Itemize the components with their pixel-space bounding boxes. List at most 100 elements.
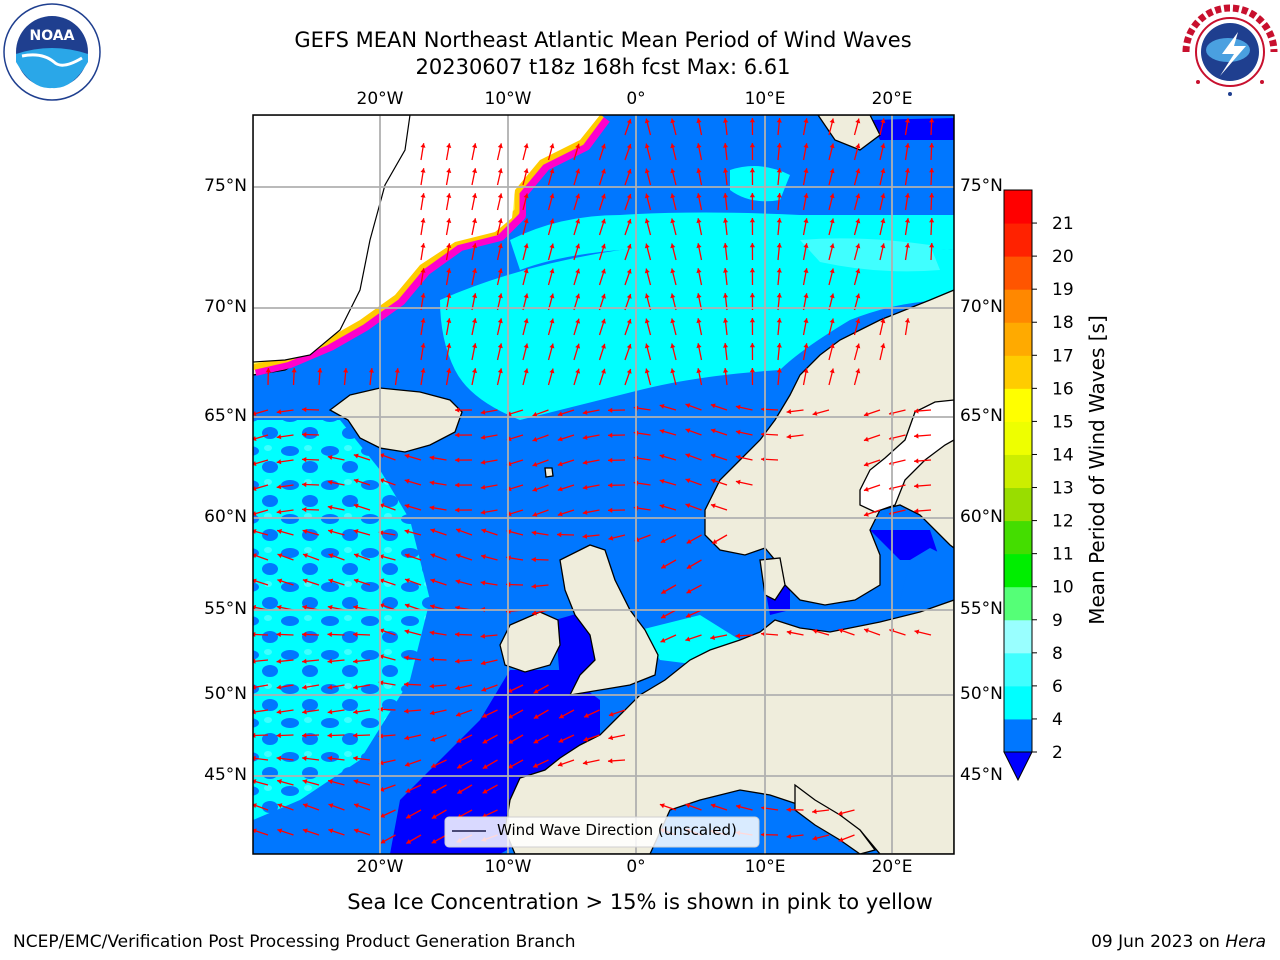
lat-label-right: 55°N (960, 599, 1003, 619)
wave-arrow (404, 529, 422, 536)
footer-date-text: 09 Jun 2023 on (1091, 932, 1220, 952)
wave-arrow (353, 755, 371, 761)
wave-arrow (696, 318, 703, 336)
wave-arrow (573, 343, 581, 361)
colorbar-segment (1004, 520, 1032, 555)
wave-arrow (480, 554, 498, 561)
lon-label-bottom: 20°E (871, 857, 913, 877)
wave-arrow (471, 368, 478, 386)
wave-arrow (802, 268, 809, 286)
wave-arrow (394, 368, 400, 386)
wave-arrow (696, 268, 703, 286)
wave-arrow (404, 578, 422, 586)
wave-arrow (445, 143, 452, 161)
wave-arrow (445, 168, 452, 186)
colorbar-segment (1004, 652, 1032, 687)
wave-arrow (496, 218, 503, 236)
wave-arrow (723, 118, 729, 136)
wave-arrow (735, 429, 753, 436)
colorbar-segment (1004, 355, 1032, 389)
wave-arrow (420, 343, 426, 361)
wave-arrow (455, 709, 473, 717)
wave-arrow (644, 243, 652, 261)
wave-arrow (696, 368, 703, 386)
wave-arrow (507, 684, 524, 693)
colorbar-tick-label: 10 (1052, 578, 1074, 598)
wave-arrow (660, 534, 677, 544)
wave-arrow (723, 143, 729, 161)
wave-arrow (582, 409, 600, 415)
wave-arrow (302, 779, 320, 786)
wave-arrow (802, 318, 809, 336)
wave-arrow (624, 243, 632, 261)
lat-label-right: 50°N (960, 684, 1003, 704)
wave-arrow (624, 168, 632, 186)
wave-arrow (685, 503, 702, 511)
wave-arrow (786, 833, 804, 839)
wave-arrow (531, 530, 549, 536)
wave-arrow (853, 143, 861, 161)
wave-arrow (904, 193, 910, 211)
colorbar-segment (1004, 289, 1032, 323)
wave-arrow (429, 683, 447, 689)
colorbar-tick-label: 2 (1052, 743, 1063, 763)
wave-arrow (828, 343, 835, 361)
wave-arrow (454, 457, 473, 463)
wave-arrow (696, 143, 703, 161)
wave-arrow (276, 779, 294, 786)
wave-arrow (735, 804, 753, 811)
wave-arrow (507, 734, 524, 745)
wave-arrow (557, 434, 575, 442)
lon-label-top: 10°W (484, 89, 532, 109)
wave-arrow (607, 457, 626, 463)
wave-arrow (302, 803, 320, 811)
wave-arrow (607, 482, 626, 488)
wave-arrow (802, 343, 809, 361)
wave-arrow (598, 268, 606, 286)
wave-arrow (353, 803, 371, 811)
wave-arrow (480, 459, 498, 465)
wave-arrow (420, 268, 426, 286)
wave-arrow (328, 578, 345, 586)
wave-arrow (471, 243, 478, 261)
wave-arrow (430, 759, 447, 768)
lat-label-left: 45°N (204, 765, 247, 785)
wave-arrow (853, 368, 861, 386)
wave-arrow (802, 143, 809, 161)
wave-arrow (353, 578, 371, 586)
wave-arrow (624, 118, 632, 136)
wave-arrow (253, 459, 269, 466)
wave-arrow (685, 634, 702, 642)
wave-arrow (776, 193, 782, 211)
wave-arrow (879, 118, 886, 136)
wave-arrow (327, 755, 345, 761)
wave-arrow (853, 243, 861, 261)
wave-arrow (404, 734, 422, 741)
wave-arrow (644, 168, 652, 186)
wave-arrow (786, 807, 804, 813)
lat-label-right: 60°N (960, 507, 1003, 527)
wave-arrow (583, 734, 600, 742)
wave-arrow (482, 759, 498, 770)
nws-logo (1180, 2, 1280, 102)
colorbar-segment (1004, 685, 1032, 720)
wave-arrow (696, 118, 703, 136)
wave-arrow (302, 578, 320, 586)
wave-arrow (445, 318, 452, 336)
wave-arrow (914, 483, 932, 489)
colorbar-tick-label: 15 (1052, 412, 1074, 432)
wave-arrow (659, 454, 677, 461)
wave-arrow (404, 759, 422, 767)
wave-arrow (471, 193, 478, 211)
wave-arrow (828, 268, 835, 286)
lat-label-right: 75°N (960, 176, 1003, 196)
wave-arrow (723, 243, 729, 261)
wave-arrow (455, 528, 473, 536)
wave-arrow (929, 117, 935, 136)
colorbar-tick-label: 12 (1052, 512, 1074, 532)
lon-label-top: 20°W (356, 89, 404, 109)
wave-arrow (455, 684, 473, 691)
wave-arrow (624, 268, 632, 286)
wave-arrow (302, 529, 320, 536)
wave-arrow (353, 779, 371, 786)
